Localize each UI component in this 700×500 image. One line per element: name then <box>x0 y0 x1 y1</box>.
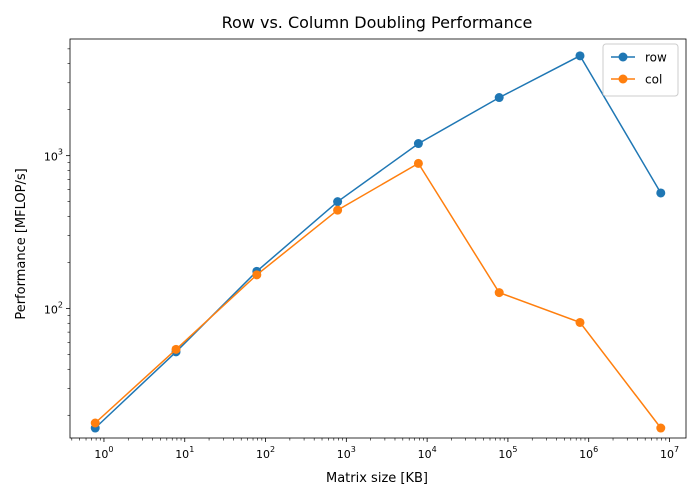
series-line-row <box>94 54 662 429</box>
data-point-row <box>575 51 585 61</box>
plot-area: 100 101 102 103 104 105 106 107 102 103 <box>44 38 687 461</box>
data-point-row <box>656 188 666 198</box>
data-point-col <box>90 418 100 428</box>
x-tick-label: 100 <box>94 445 113 461</box>
y-tick-label: 103 <box>44 148 63 164</box>
data-point-row <box>494 93 504 103</box>
x-tick-label: 107 <box>660 445 679 461</box>
data-point-row <box>413 139 423 149</box>
legend-marker-col <box>618 74 628 84</box>
x-axis-label: Matrix size [KB] <box>326 471 428 486</box>
x-tick-label: 104 <box>418 445 437 461</box>
x-tick-label: 103 <box>337 445 356 461</box>
legend-marker-row <box>618 52 628 62</box>
data-point-col <box>171 344 181 354</box>
data-point-col <box>413 158 423 168</box>
y-tick-label: 102 <box>44 300 63 316</box>
data-point-col <box>252 270 262 280</box>
data-point-col <box>494 288 504 298</box>
data-point-row <box>333 197 343 207</box>
y-axis-label: Performance [MFLOP/s] <box>14 168 29 319</box>
data-point-col <box>333 205 343 215</box>
x-tick-label: 102 <box>256 445 275 461</box>
x-tick-label: 101 <box>175 445 194 461</box>
chart-title: Row vs. Column Doubling Performance <box>222 13 533 32</box>
plot-frame <box>69 38 687 439</box>
legend-label-row: row <box>645 51 667 65</box>
x-tick-label: 105 <box>498 445 517 461</box>
x-tick-label: 106 <box>579 445 598 461</box>
series-line-col <box>94 162 662 429</box>
data-point-col <box>656 423 666 433</box>
legend: row col <box>602 43 679 97</box>
data-point-col <box>575 317 585 327</box>
legend-label-col: col <box>645 73 662 87</box>
